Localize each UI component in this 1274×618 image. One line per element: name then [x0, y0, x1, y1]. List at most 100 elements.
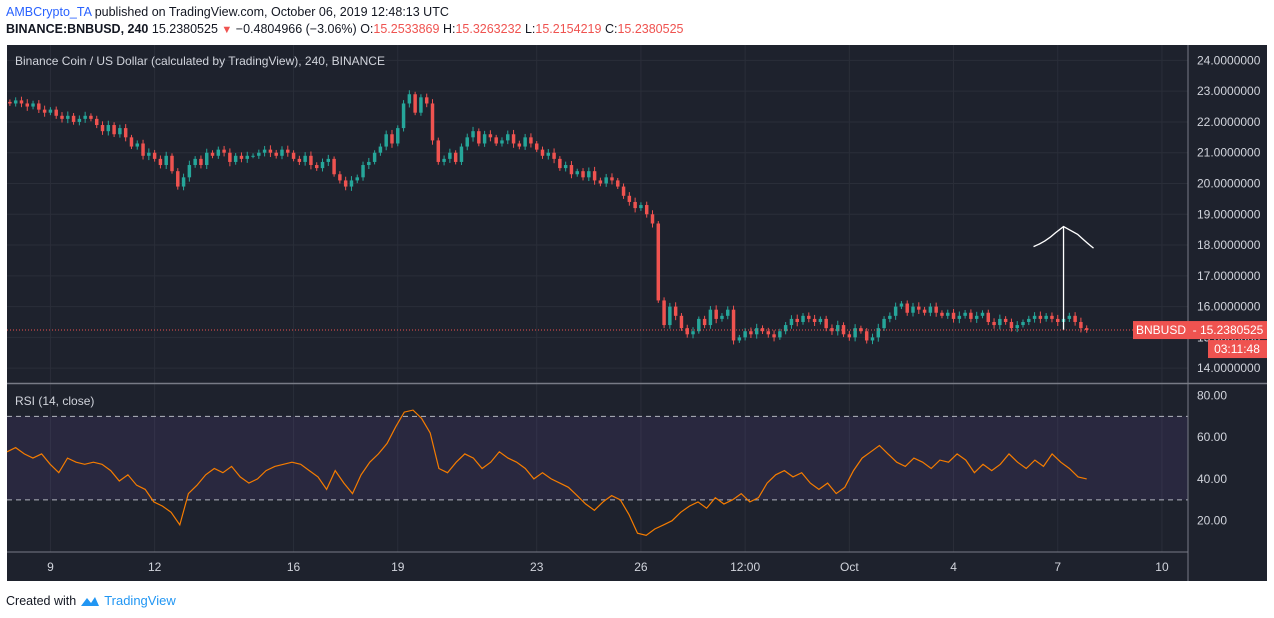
candle — [616, 180, 620, 187]
price-tick-label: 19.0000000 — [1197, 207, 1261, 221]
candle — [552, 152, 556, 159]
candle — [818, 318, 823, 322]
candle — [679, 315, 684, 329]
candle — [314, 165, 319, 169]
candle — [204, 152, 209, 166]
candle — [482, 134, 487, 144]
candle — [864, 331, 869, 341]
symbol-name: BINANCE:BNBUSD, 240 — [6, 22, 149, 36]
candle — [176, 171, 180, 187]
candle — [911, 306, 915, 313]
candle — [720, 315, 724, 319]
candle — [413, 94, 417, 113]
candle — [25, 103, 29, 107]
candle — [123, 128, 128, 138]
candle — [48, 109, 53, 113]
candle — [1038, 315, 1043, 319]
candle — [708, 309, 713, 326]
price-change: −0.4804966 (−3.06%) — [235, 22, 357, 36]
candle — [268, 149, 273, 153]
candle — [940, 312, 944, 316]
candle — [1027, 318, 1031, 322]
candle — [343, 180, 348, 187]
candle — [992, 321, 996, 326]
candle — [13, 100, 18, 104]
low-value: 15.2154219 — [535, 22, 602, 36]
candle — [83, 115, 87, 119]
time-tick-label: 23 — [530, 560, 544, 574]
candle — [824, 318, 828, 329]
candle — [928, 306, 933, 313]
candle — [459, 146, 464, 162]
candle — [8, 101, 12, 104]
candle — [610, 177, 614, 181]
candle — [303, 155, 307, 162]
candle — [737, 337, 742, 341]
candle — [563, 165, 568, 169]
chart-canvas[interactable]: 14.000000015.000000016.000000017.0000000… — [0, 40, 1274, 582]
candle — [274, 152, 278, 156]
open-label: O: — [360, 22, 374, 36]
candle — [338, 174, 342, 181]
candle — [934, 306, 938, 313]
candle — [147, 152, 151, 156]
time-tick-label: 12:00 — [730, 560, 760, 574]
candle — [222, 149, 226, 153]
candle — [77, 118, 82, 122]
candle — [760, 328, 765, 332]
candle — [239, 155, 244, 159]
candle — [424, 97, 429, 104]
candle — [685, 328, 689, 335]
candle — [1073, 315, 1077, 322]
candle — [100, 125, 105, 132]
rsi-line — [6, 409, 1087, 536]
price-tick-label: 18.0000000 — [1197, 238, 1261, 252]
candle — [361, 165, 365, 178]
footer-text: Created with — [6, 593, 77, 608]
candle — [639, 205, 643, 209]
candle — [291, 152, 296, 159]
candle — [656, 223, 661, 301]
price-tick-label: 14.0000000 — [1197, 361, 1261, 375]
close-value: 15.2380525 — [617, 22, 684, 36]
candle — [546, 152, 551, 156]
candle — [627, 195, 632, 202]
time-tick-label: Oct — [840, 560, 859, 574]
candle — [106, 125, 111, 132]
rsi-tick-label: 60.00 — [1197, 430, 1227, 444]
candle — [726, 309, 730, 316]
candle — [37, 103, 41, 110]
candle — [372, 152, 377, 162]
candle — [974, 315, 979, 319]
candle — [326, 158, 331, 162]
last-price-tag-label: - 15.2380525 — [1193, 323, 1264, 337]
candle — [1050, 315, 1054, 319]
candle — [841, 325, 846, 335]
candle — [772, 334, 776, 338]
candle — [963, 312, 967, 316]
candle — [453, 152, 458, 162]
candle — [581, 171, 585, 178]
candle — [216, 149, 221, 156]
author-link[interactable]: AMBCrypto_TA — [6, 5, 92, 19]
candle — [650, 214, 655, 224]
candle — [401, 103, 406, 129]
price-tick-label: 17.0000000 — [1197, 269, 1261, 283]
candle — [332, 158, 336, 175]
candle — [135, 143, 139, 147]
symbol-bar: BINANCE:BNBUSD, 240 15.2380525 ▼ −0.4804… — [6, 22, 683, 36]
candle — [905, 303, 909, 313]
candle — [251, 155, 255, 157]
time-tick-label: 10 — [1155, 560, 1169, 574]
countdown-tag — [1208, 340, 1267, 359]
candle — [783, 325, 788, 332]
candle — [812, 318, 817, 322]
chart-panel[interactable] — [7, 45, 1267, 581]
candle — [951, 312, 956, 319]
candle — [199, 158, 203, 166]
footer-brand[interactable]: TradingView — [104, 593, 176, 608]
publish-text: published on TradingView.com, October 06… — [94, 5, 449, 19]
candle — [129, 137, 134, 147]
candle — [164, 155, 168, 166]
candle — [1067, 315, 1072, 319]
